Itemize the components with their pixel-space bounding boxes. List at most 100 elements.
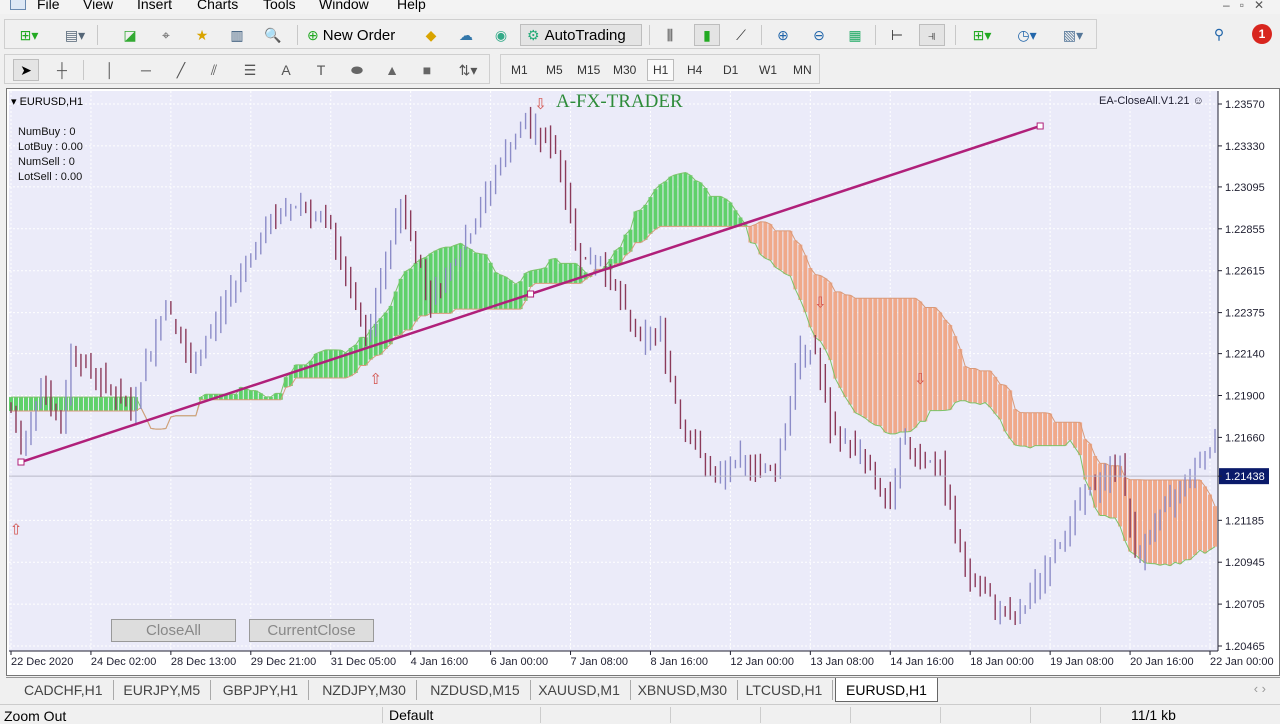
down-arrow-icon: ⇩ <box>914 371 927 388</box>
tab-scroll-arrows[interactable]: ‹ › <box>1253 681 1266 696</box>
price-chart[interactable]: ⇧ ⇧ ⇩ ⇩ ⇩ 1.23570 1.23330 1.23095 1.22855 1.22615… <box>7 89 1279 675</box>
metaeditor-icon[interactable]: ◆ <box>425 26 437 43</box>
new-chart-icon[interactable]: ⊞▾ <box>19 26 39 43</box>
vertical-line-icon[interactable]: │ <box>105 62 115 78</box>
market-watch-icon[interactable]: ◪ <box>123 26 137 43</box>
tab-ltcusd-h1[interactable]: LTCUSD,H1 <box>736 680 834 700</box>
price-tick-label: 1.23570 <box>1225 99 1265 111</box>
time-tick-label: 6 Jan 00:00 <box>491 656 548 668</box>
chart-window[interactable]: ⇧ ⇧ ⇩ ⇩ ⇩ 1.23570 1.23330 1.23095 1.22855 1.22615… <box>6 88 1280 676</box>
ea-name: EA-CloseAll.V1.21 <box>1099 95 1190 107</box>
tile-windows-icon[interactable]: ▦ <box>848 26 862 43</box>
plot-background <box>9 91 1218 651</box>
fibonacci-icon[interactable]: ☰ <box>243 61 257 78</box>
down-arrow-icon: ⇩ <box>534 96 547 113</box>
watermark: A-FX-TRADER <box>556 91 683 112</box>
chart-tabs: CADCHF,H1 EURJPY,M5 GBPJPY,H1 NZDJPY,M30 NZD… <box>6 677 1280 702</box>
tab-nzdjpy-m30[interactable]: NZDJPY,M30 <box>312 680 417 700</box>
autotrading-button[interactable]: ⚙ AutoTrading <box>520 24 642 46</box>
tab-cadchf-h1[interactable]: CADCHF,H1 <box>14 680 114 700</box>
templates-icon[interactable]: ▧▾ <box>1062 26 1084 43</box>
new-order-button[interactable]: ⊕ New Order <box>307 24 411 46</box>
menu-tools[interactable]: Tools <box>263 0 296 12</box>
tab-xauusd-m1[interactable]: XAUUSD,M1 <box>528 680 631 700</box>
auto-scroll-icon[interactable]: ⫣ <box>919 24 945 46</box>
window-controls[interactable]: –▫✕ <box>1223 0 1274 12</box>
lot-sell: LotSell : 0.00 <box>18 171 83 183</box>
new-order-label: New Order <box>322 26 396 44</box>
rectangle-icon[interactable]: ■ <box>422 62 432 78</box>
terminal-icon[interactable]: ▥ <box>230 26 244 43</box>
menu-insert[interactable]: Insert <box>137 0 173 12</box>
indicators-icon[interactable]: ⊞▾ <box>972 26 992 43</box>
menu-view[interactable]: View <box>83 0 114 12</box>
timeframe-m15[interactable]: M15 <box>577 63 601 77</box>
autotrading-label: AutoTrading <box>544 26 626 44</box>
status-bar: Zoom Out Default 11/1 kb <box>0 704 1280 724</box>
tab-eurusd-h1[interactable]: EURUSD,H1 <box>835 678 938 702</box>
timeframe-m1[interactable]: M1 <box>511 63 528 77</box>
timeframe-d1[interactable]: D1 <box>723 63 739 77</box>
menu-file[interactable]: File <box>37 0 60 12</box>
tab-xbnusd-m30[interactable]: XBNUSD,M30 <box>628 680 739 700</box>
close-all-button[interactable]: CloseAll <box>111 619 236 642</box>
line-chart-icon[interactable]: ⟋ <box>736 26 746 43</box>
drawing-toolbar: ➤ ┼ │ ─ ╱ ⫽ ☰ A T ⬬ ▲ ■ ⇅▾ <box>4 54 490 84</box>
radio-icon[interactable]: ◉ <box>494 26 508 43</box>
time-tick-label: 20 Jan 16:00 <box>1130 656 1194 668</box>
ellipse-icon[interactable]: ⬬ <box>351 61 363 78</box>
profiles-icon[interactable]: ▤▾ <box>64 26 86 43</box>
timeframe-m30[interactable]: M30 <box>613 63 637 77</box>
timeframe-mn[interactable]: MN <box>793 63 812 77</box>
zoom-in-icon[interactable]: ⊕ <box>777 26 789 43</box>
price-tick-label: 1.21185 <box>1225 515 1264 527</box>
timeframes-toolbar: M1 M5 M15 M30 H1 H4 D1 W1 MN <box>500 54 820 84</box>
notifications-icon[interactable]: 1 <box>1252 24 1272 44</box>
time-tick-label: 28 Dec 13:00 <box>171 656 236 668</box>
price-tick-label: 1.20465 <box>1225 641 1265 653</box>
menu-charts[interactable]: Charts <box>197 0 239 12</box>
num-buy: NumBuy : 0 <box>18 126 76 138</box>
horizontal-line-icon[interactable]: ─ <box>141 62 151 78</box>
cursor-icon[interactable]: ➤ <box>13 59 39 81</box>
senkou-span-a <box>11 171 1216 567</box>
timeframe-h4[interactable]: H4 <box>687 63 703 77</box>
favorites-icon[interactable]: ★ <box>195 26 209 43</box>
price-tick-label: 1.21660 <box>1225 432 1265 444</box>
status-hint: Zoom Out <box>4 708 67 724</box>
triangle-icon[interactable]: ▲ <box>385 62 399 78</box>
chart-shift-icon[interactable]: ⊢ <box>890 26 904 43</box>
search-icon[interactable]: ⚲ <box>1213 25 1225 42</box>
arrows-icon[interactable]: ⇅▾ <box>458 61 478 78</box>
tab-gbpjpy-h1[interactable]: GBPJPY,H1 <box>213 680 310 700</box>
standard-toolbar: ⊞▾ ▤▾ ◪ ⌖ ★ ▥ 🔍 ⊕ New Order ◆ ☁ ◉ ⚙ AutoTr… <box>4 19 1097 49</box>
menu-help[interactable]: Help <box>397 0 426 12</box>
time-tick-label: 22 Dec 2020 <box>11 656 73 668</box>
strategy-tester-icon[interactable]: 🔍 <box>264 26 282 43</box>
time-tick-label: 8 Jan 16:00 <box>650 656 708 668</box>
tab-nzdusd-m15[interactable]: NZDUSD,M15 <box>420 680 531 700</box>
timeframe-w1[interactable]: W1 <box>759 63 777 77</box>
signals-icon[interactable]: ☁ <box>459 26 473 43</box>
time-tick-label: 7 Jan 08:00 <box>571 656 629 668</box>
zoom-out-icon[interactable]: ⊖ <box>813 26 825 43</box>
tab-eurjpy-m5[interactable]: EURJPY,M5 <box>113 680 212 700</box>
status-traffic: 11/1 kb <box>1100 707 1176 723</box>
candlestick-icon[interactable]: ▮ <box>694 24 720 46</box>
navigator-crosshair-icon[interactable]: ⌖ <box>162 26 170 43</box>
current-close-button[interactable]: CurrentClose <box>249 619 374 642</box>
price-tick-label: 1.21900 <box>1225 391 1265 403</box>
crosshair-icon[interactable]: ┼ <box>57 62 67 78</box>
ea-smiley-icon: ☺ <box>1192 95 1204 107</box>
autotrading-icon: ⚙ <box>527 26 540 43</box>
timeframe-m5[interactable]: M5 <box>546 63 563 77</box>
text-label-icon[interactable]: T <box>316 62 326 78</box>
text-icon[interactable]: A <box>281 62 291 78</box>
timeframe-h1[interactable]: H1 <box>647 59 675 81</box>
menu-window[interactable]: Window <box>319 0 369 12</box>
trendline-icon[interactable]: ╱ <box>176 61 186 78</box>
equidistant-channel-icon[interactable]: ⫽ <box>210 61 218 78</box>
bar-chart-icon[interactable]: ⫼ <box>666 26 674 43</box>
periods-icon[interactable]: ◷▾ <box>1017 26 1037 43</box>
current-price-label: 1.21438 <box>1225 471 1265 483</box>
